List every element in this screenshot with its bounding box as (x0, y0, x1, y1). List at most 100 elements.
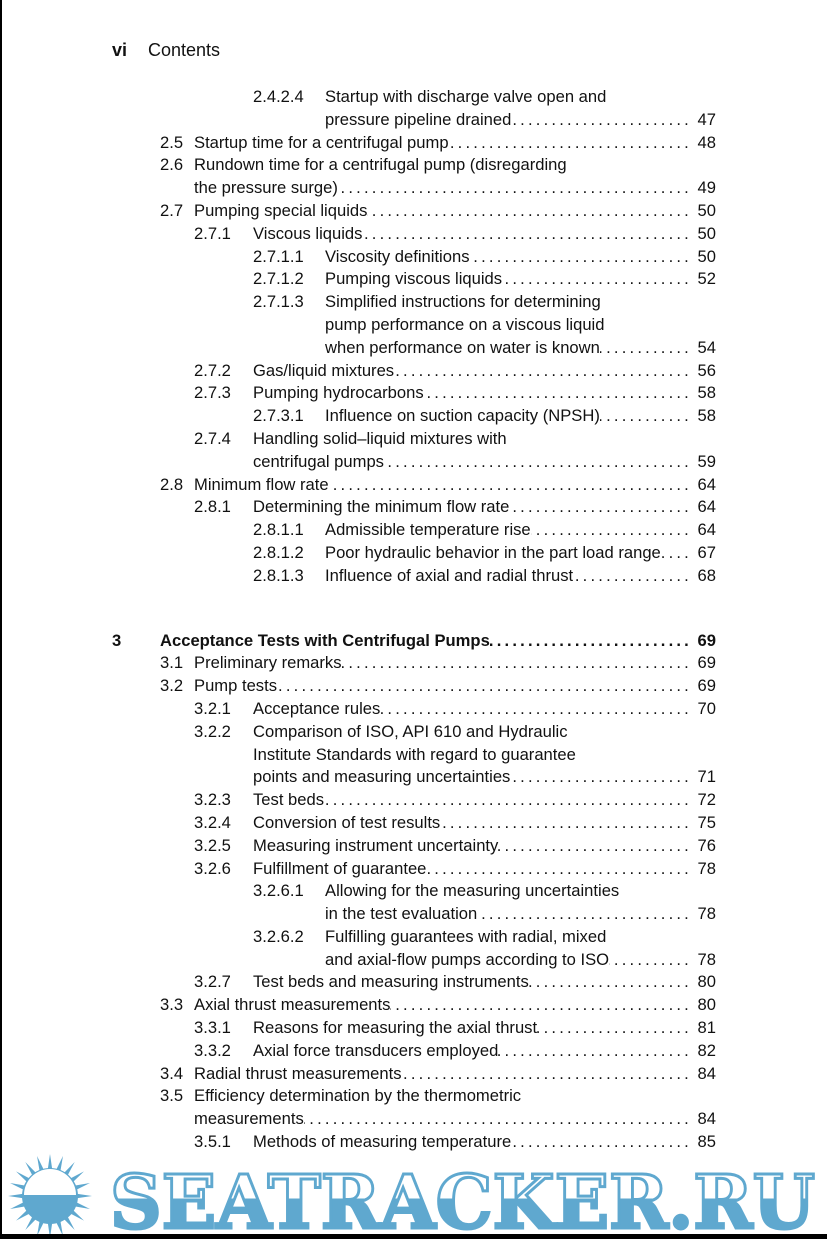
dot-leader: ........................................… (367, 200, 692, 220)
dot-leader: ........................................… (600, 337, 692, 357)
toc-entry[interactable]: 3.2.6 Fulfillment of guarantee...........… (0, 858, 827, 881)
toc-entry[interactable]: 3.3.2 Axial force transducers employed...… (0, 1040, 827, 1063)
section-title: Acceptance rules (253, 698, 381, 718)
page-ref: 50 (697, 246, 716, 266)
page-ref: 69 (697, 676, 716, 696)
section-number: 2.8.1.1 (253, 520, 304, 540)
sun-ray (16, 1171, 31, 1183)
dot-leader: ........................................… (510, 767, 692, 787)
section-title: Fulfilling guarantees with radial, mixed (325, 926, 607, 946)
dot-leader: ........................................… (511, 1132, 692, 1152)
toc-entry-continuation[interactable]: centrifugal pumps.......................… (0, 451, 827, 474)
page-ref: 47 (697, 109, 716, 129)
toc-entry-continuation[interactable]: in the test evaluation..................… (0, 903, 827, 926)
toc-entry-continuation[interactable]: the pressure surge).....................… (0, 177, 827, 200)
section-number: 2.7.4 (194, 428, 231, 448)
section-title: Comparison of ISO, API 610 and Hydraulic (253, 721, 568, 741)
toc-entry[interactable]: 2.4.2.4 Startup with discharge valve open… (0, 86, 827, 109)
section-number: 2.7.1.1 (253, 246, 304, 266)
page-ref: 50 (697, 223, 716, 243)
toc-entry[interactable]: 2.7.4 Handling solid–liquid mixtures with (0, 428, 827, 451)
toc-entry[interactable]: 2.7.3 Pumping hydrocarbons...............… (0, 382, 827, 405)
dot-leader: ........................................… (609, 949, 692, 969)
running-header: vi Contents (112, 40, 220, 61)
dot-leader: ........................................… (362, 223, 692, 243)
toc-entry[interactable]: 3.2.4 Conversion of test results.........… (0, 812, 827, 835)
page-ref: 71 (697, 767, 716, 787)
toc-entry-continuation[interactable]: points and measuring uncertainties......… (0, 766, 827, 789)
toc-entry[interactable]: 2.7.1.1 Viscosity definitions............… (0, 246, 827, 269)
page-ref: 58 (697, 406, 716, 426)
toc-entry[interactable]: 3.2.2 Comparison of ISO, API 610 and Hydr… (0, 721, 827, 744)
section-number: 2.8.1.3 (253, 565, 304, 585)
page-ref: 84 (697, 1063, 716, 1083)
section-title: Allowing for the measuring uncertainties (325, 881, 620, 901)
toc-entry[interactable]: 3.5.1 Methods of measuring temperature...… (0, 1131, 827, 1154)
section-number: 3.3.1 (194, 1018, 231, 1038)
toc-entry[interactable]: 2.7.3.1 Influence on suction capacity (NP… (0, 405, 827, 428)
toc-entry[interactable]: 2.8 Minimum flow rate....................… (0, 474, 827, 497)
toc-entry[interactable]: 2.7.1.2 Pumping viscous liquids..........… (0, 268, 827, 291)
toc-entry[interactable]: 2.7.1.3 Simplified instructions for deter… (0, 291, 827, 314)
dot-leader: ........................................… (531, 520, 692, 540)
dot-leader: ........................................… (470, 246, 692, 266)
sun-ray (10, 1201, 27, 1209)
toc-entry-continuation[interactable]: when performance on water is known......… (0, 337, 827, 360)
toc-entry[interactable]: 3.5 Efficiency determination by the therm… (0, 1085, 827, 1108)
toc-entry-continuation[interactable]: measurements............................… (0, 1108, 827, 1131)
toc-entry[interactable]: 3.1 Preliminary remarks..................… (0, 652, 827, 675)
page-ref: 58 (697, 383, 716, 403)
section-number: 3.2.5 (194, 835, 231, 855)
dot-leader: ........................................… (660, 542, 692, 562)
section-number: 3.5 (160, 1086, 184, 1106)
section-number: 3.2.4 (194, 812, 231, 832)
page-ref: 69 (697, 630, 716, 650)
toc-entry[interactable]: 3.2.5 Measuring instrument uncertainty...… (0, 835, 827, 858)
running-title: Contents (148, 40, 221, 60)
toc-entry[interactable]: 3.4 Radial thrust measurements...........… (0, 1063, 827, 1086)
section-title: Conversion of test results (253, 812, 441, 832)
toc-entry[interactable]: 3 Acceptance Tests with Centrifugal Pumps… (0, 630, 827, 653)
section-number: 3 (112, 630, 122, 650)
section-number: 3.2.6 (194, 858, 231, 878)
toc-entry[interactable]: 2.7 Pumping special liquids..............… (0, 200, 827, 223)
toc-entry[interactable]: 3.2 Pump tests...........................… (0, 675, 827, 698)
toc-entry[interactable]: 3.2.6.2 Fulfilling guarantees with radial… (0, 926, 827, 949)
dot-leader: ........................................… (342, 653, 692, 673)
section-number: 2.7.1 (194, 223, 231, 243)
dot-leader: ........................................… (384, 451, 692, 471)
toc-entry-continuation[interactable]: Institute Standards with regard to guara… (0, 744, 827, 767)
toc-entry[interactable]: 3.3.1 Reasons for measuring the axial thr… (0, 1017, 827, 1040)
page-ref: 78 (697, 949, 716, 969)
toc-entry[interactable]: 3.3 Axial thrust measurements............… (0, 994, 827, 1017)
section-title: Poor hydraulic behavior in the part load… (325, 542, 661, 562)
toc-entry[interactable]: 2.7.2 Gas/liquid mixtures................… (0, 360, 827, 383)
dot-leader: ........................................… (600, 406, 692, 426)
toc-entry-continuation[interactable]: pump performance on a viscous liquid (0, 314, 827, 337)
page-ref: 75 (697, 812, 716, 832)
toc-entry[interactable]: 2.6 Rundown time for a centrifugal pump (… (0, 154, 827, 177)
toc-entry[interactable]: 3.2.7 Test beds and measuring instruments… (0, 971, 827, 994)
section-title: in the test evaluation (325, 904, 478, 924)
toc-entry[interactable]: 2.8.1.1 Admissible temperature rise......… (0, 519, 827, 542)
toc-entry[interactable]: 3.2.3 Test beds..........................… (0, 789, 827, 812)
dot-leader: ........................................… (477, 904, 692, 924)
page-ref: 78 (697, 904, 716, 924)
toc-entry[interactable]: 3.2.1 Acceptance rules...................… (0, 698, 827, 721)
toc-entry[interactable]: 2.5 Startup time for a centrifugal pump..… (0, 132, 827, 155)
section-title: Rundown time for a centrifugal pump (dis… (194, 155, 567, 175)
toc-entry-continuation[interactable]: and axial-flow pumps according to ISO...… (0, 949, 827, 972)
section-number: 2.8.1 (194, 497, 231, 517)
toc-entry-continuation[interactable]: pressure pipeline drained...............… (0, 109, 827, 132)
toc-entry[interactable]: 2.8.1.2 Poor hydraulic behavior in the pa… (0, 542, 827, 565)
section-number: 3.2 (160, 676, 184, 696)
toc-entry[interactable]: 2.8.1 Determining the minimum flow rate..… (0, 496, 827, 519)
sun-ray (37, 1156, 45, 1173)
sun-ray (16, 1209, 31, 1221)
toc-entry[interactable]: 3.2.6.1 Allowing for the measuring uncert… (0, 880, 827, 903)
toc-entry[interactable]: 2.7.1 Viscous liquids....................… (0, 223, 827, 246)
chapter-spacer (0, 588, 827, 630)
toc-entry[interactable]: 2.8.1.3 Influence of axial and radial thr… (0, 565, 827, 588)
page-ref: 56 (697, 360, 716, 380)
page-ref: 64 (697, 520, 716, 540)
